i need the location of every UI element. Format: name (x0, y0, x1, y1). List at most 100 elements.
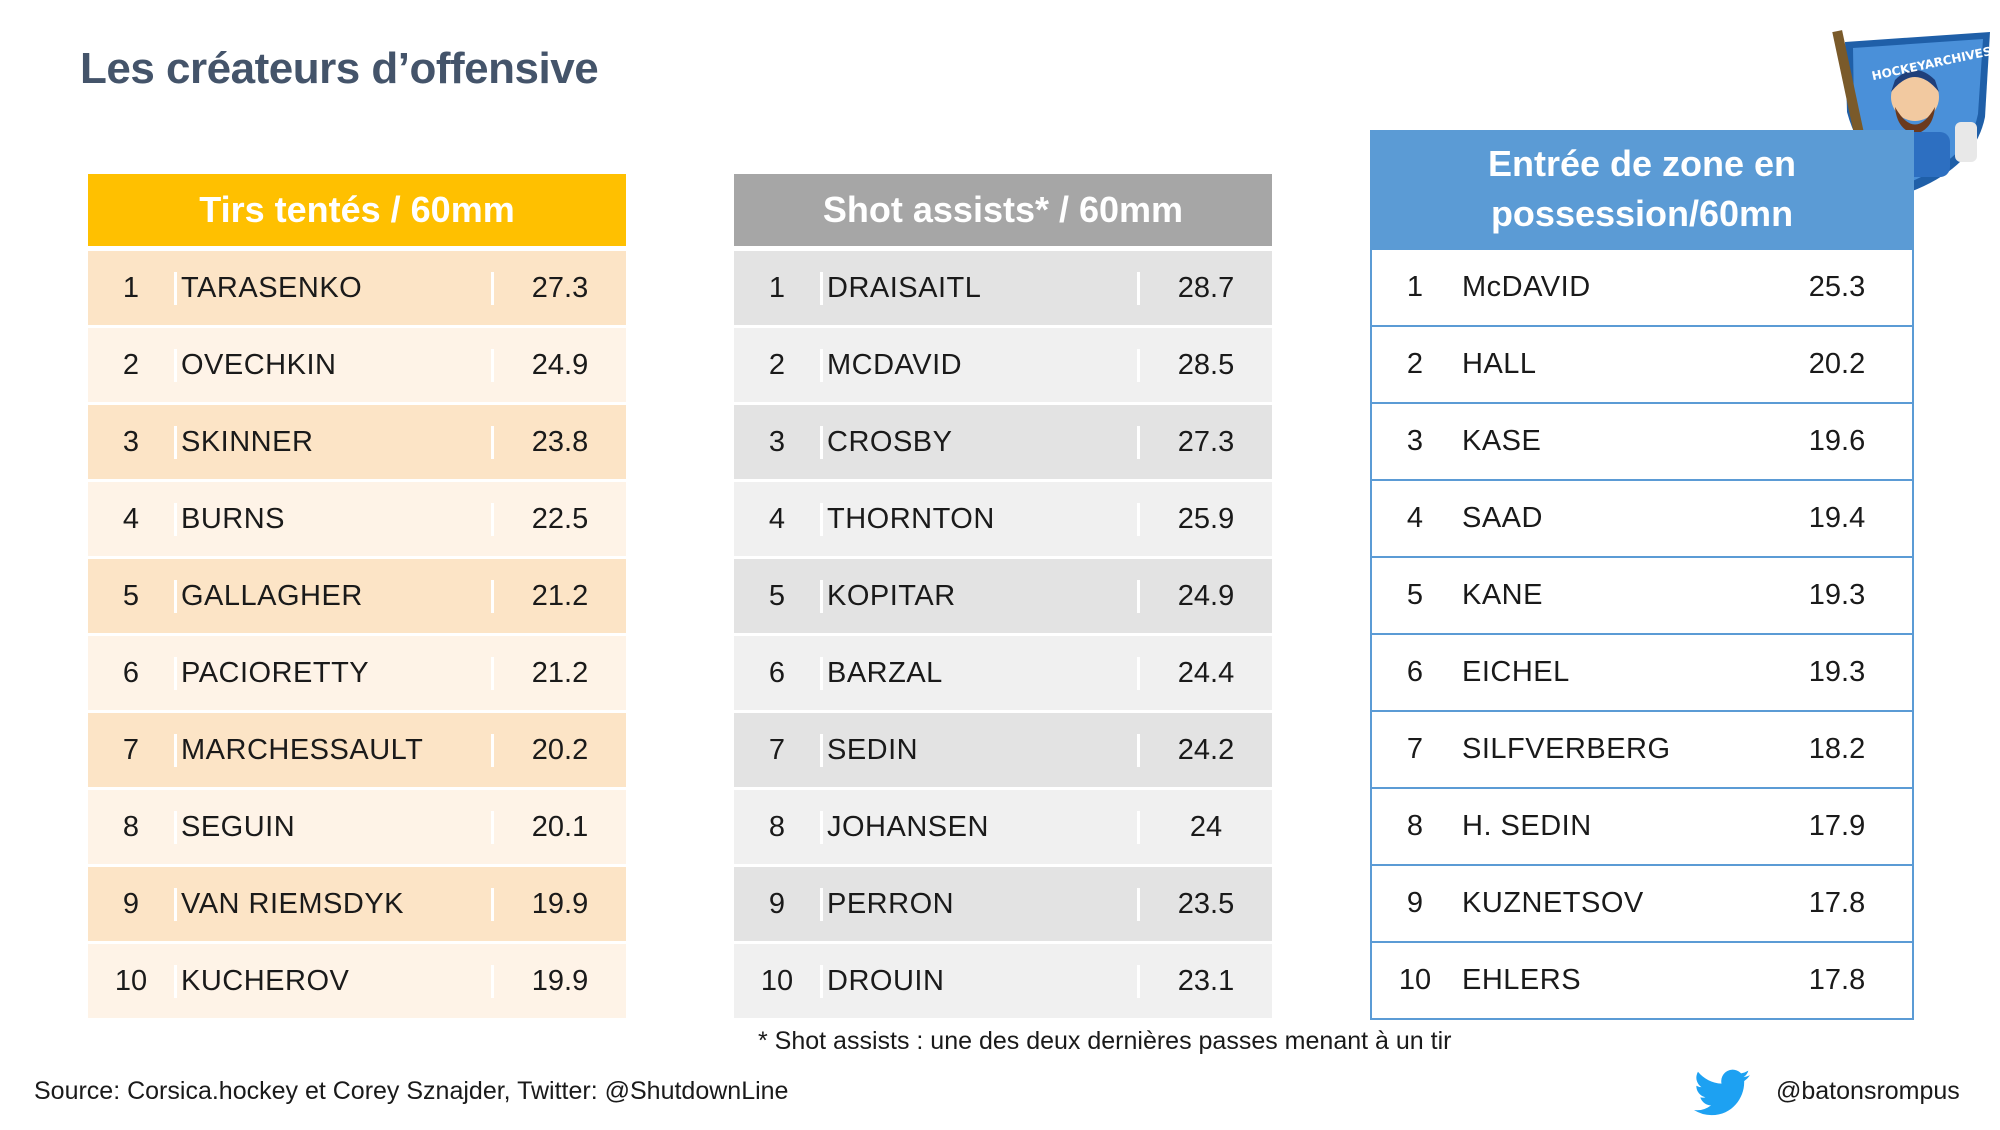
rank-cell: 3 (734, 425, 823, 459)
rank-cell: 3 (88, 425, 177, 459)
value-cell: 19.3 (1808, 579, 1866, 611)
value-cell: 24.9 (491, 348, 626, 382)
value-cell: 23.1 (1137, 964, 1272, 998)
rank-cell: 2 (1406, 348, 1424, 380)
player-name-cell: CROSBY (827, 425, 953, 458)
table-row: 5 KOPITAR 24.9 (734, 559, 1272, 636)
value-cell: 19.3 (1808, 656, 1866, 688)
value-cell: 19.6 (1808, 425, 1866, 457)
table-row: 1 TARASENKO 27.3 (88, 251, 626, 328)
player-name-cell: DROUIN (827, 964, 945, 997)
value-cell: 24 (1137, 810, 1272, 844)
player-name-cell: MCDAVID (827, 348, 963, 381)
table-row: 9 KUZNETSOV 17.8 (1372, 864, 1912, 941)
rank-cell: 8 (734, 810, 823, 844)
rank-cell: 9 (734, 887, 823, 921)
table-row: 8 JOHANSEN 24 (734, 790, 1272, 867)
page-title: Les créateurs d’offensive (80, 44, 599, 93)
table-row: 4 THORNTON 25.9 (734, 482, 1272, 559)
table-row: 6 PACIORETTY 21.2 (88, 636, 626, 713)
player-name-cell: TARASENKO (181, 271, 363, 304)
table-row: 7 SILFVERBERG 18.2 (1372, 710, 1912, 787)
player-name-cell: EHLERS (1462, 964, 1582, 996)
rank-cell: 9 (88, 887, 177, 921)
player-name-cell: GALLAGHER (181, 579, 363, 612)
player-name-cell: KOPITAR (827, 579, 956, 612)
table-row: 5 GALLAGHER 21.2 (88, 559, 626, 636)
table-row: 7 SEDIN 24.2 (734, 713, 1272, 790)
table-row: 3 KASE 19.6 (1372, 402, 1912, 479)
player-name-cell: OVECHKIN (181, 348, 337, 381)
table-row: 4 BURNS 22.5 (88, 482, 626, 559)
value-cell: 22.5 (491, 502, 626, 536)
value-cell: 28.5 (1137, 348, 1272, 382)
rank-cell: 4 (734, 502, 823, 536)
value-cell: 17.8 (1808, 887, 1866, 919)
table-row: 2 HALL 20.2 (1372, 325, 1912, 402)
rank-cell: 1 (1406, 271, 1424, 303)
rank-cell: 7 (1406, 733, 1424, 765)
value-cell: 19.9 (491, 887, 626, 921)
value-cell: 25.9 (1137, 502, 1272, 536)
table-row: 8 H. SEDIN 17.9 (1372, 787, 1912, 864)
source-note: Source: Corsica.hockey et Corey Sznajder… (34, 1077, 789, 1105)
value-cell: 25.3 (1808, 271, 1866, 303)
player-name-cell: EICHEL (1462, 656, 1570, 688)
value-cell: 17.9 (1808, 810, 1866, 842)
value-cell: 20.2 (1808, 348, 1866, 380)
value-cell: 17.8 (1808, 964, 1866, 996)
player-name-cell: VAN RIEMSDYK (181, 887, 405, 920)
twitter-handle: @batonsrompus (1776, 1077, 1960, 1105)
table-header: Entrée de zone en possession/60mn (1372, 130, 1912, 248)
table-row: 2 OVECHKIN 24.9 (88, 328, 626, 405)
value-cell: 21.2 (491, 656, 626, 690)
rank-cell: 3 (1406, 425, 1424, 457)
rank-cell: 7 (88, 733, 177, 767)
value-cell: 20.2 (491, 733, 626, 767)
value-cell: 28.7 (1137, 271, 1272, 305)
player-name-cell: SAAD (1462, 502, 1543, 534)
table-row: 5 KANE 19.3 (1372, 556, 1912, 633)
player-name-cell: BARZAL (827, 656, 943, 689)
rank-cell: 6 (88, 656, 177, 690)
footnote: * Shot assists : une des deux dernières … (758, 1027, 1452, 1055)
table-header: Shot assists* / 60mm (734, 174, 1272, 251)
player-name-cell: DRAISAITL (827, 271, 982, 304)
table-row: 1 McDAVID 25.3 (1372, 248, 1912, 325)
player-name-cell: THORNTON (827, 502, 995, 535)
value-cell: 23.8 (491, 425, 626, 459)
table-row: 1 DRAISAITL 28.7 (734, 251, 1272, 328)
value-cell: 19.4 (1808, 502, 1866, 534)
player-name-cell: MARCHESSAULT (181, 733, 424, 766)
table-row: 6 EICHEL 19.3 (1372, 633, 1912, 710)
rank-cell: 5 (734, 579, 823, 613)
player-name-cell: SKINNER (181, 425, 314, 458)
table-row: 9 VAN RIEMSDYK 19.9 (88, 867, 626, 944)
rank-cell: 5 (88, 579, 177, 613)
rank-cell: 10 (734, 964, 823, 998)
rank-cell: 5 (1406, 579, 1424, 611)
rank-cell: 1 (88, 271, 177, 305)
rank-cell: 9 (1406, 887, 1424, 919)
twitter-bird-icon (1694, 1069, 1750, 1116)
player-name-cell: KANE (1462, 579, 1543, 611)
player-name-cell: McDAVID (1462, 271, 1591, 303)
table-row: 3 CROSBY 27.3 (734, 405, 1272, 482)
table-row: 9 PERRON 23.5 (734, 867, 1272, 944)
value-cell: 24.2 (1137, 733, 1272, 767)
player-name-cell: KUCHEROV (181, 964, 350, 997)
rank-cell: 8 (88, 810, 177, 844)
rank-cell: 10 (88, 964, 177, 998)
player-name-cell: KASE (1462, 425, 1542, 457)
value-cell: 18.2 (1808, 733, 1866, 765)
rank-cell: 1 (734, 271, 823, 305)
player-name-cell: H. SEDIN (1462, 810, 1592, 842)
rank-cell: 6 (734, 656, 823, 690)
rank-cell: 2 (734, 348, 823, 382)
rank-cell: 6 (1406, 656, 1424, 688)
player-name-cell: HALL (1462, 348, 1537, 380)
rank-cell: 10 (1398, 964, 1432, 996)
table-row: 3 SKINNER 23.8 (88, 405, 626, 482)
player-name-cell: BURNS (181, 502, 286, 535)
player-name-cell: JOHANSEN (827, 810, 989, 843)
